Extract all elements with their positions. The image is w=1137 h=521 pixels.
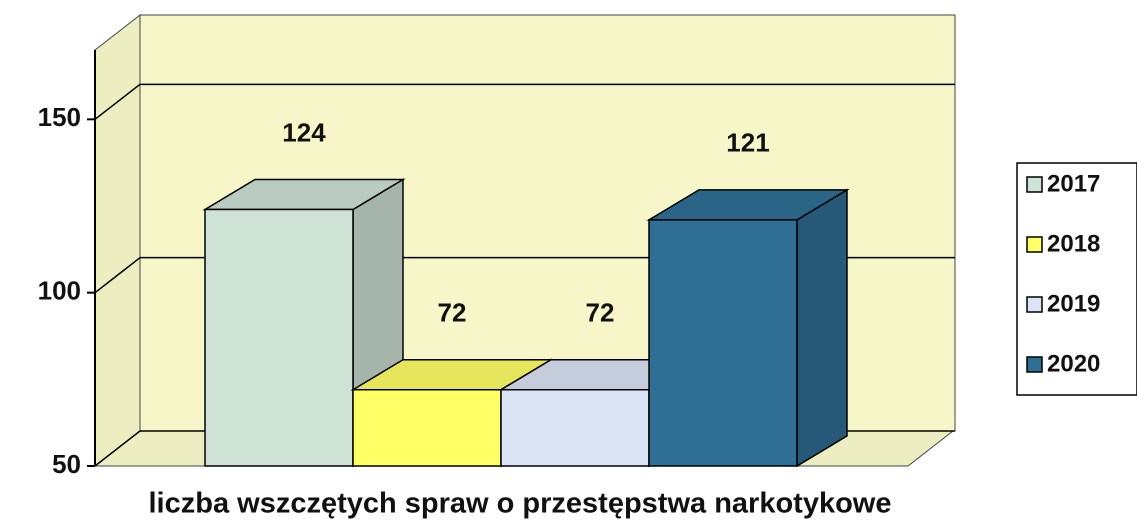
legend-label: 2020 [1047,350,1100,377]
grid-line [94,83,141,120]
bar [648,219,798,467]
bar [352,388,502,467]
data-label: 72 [586,298,615,328]
legend-label: 2017 [1047,170,1100,197]
bar-side [796,188,848,468]
bar [500,388,650,467]
grid-line [94,257,141,294]
bar [204,208,354,467]
data-label: 124 [282,117,326,147]
legend-label: 2018 [1047,230,1100,257]
legend-swatch [1026,296,1043,313]
legend-swatch [1026,176,1043,193]
y-tick-label: 100 [38,276,81,306]
legend-label: 2019 [1047,290,1100,317]
x-axis-label: liczba wszczętych spraw o przestępstwa n… [149,488,892,520]
legend-swatch [1026,236,1043,253]
data-label: 72 [438,298,467,328]
data-label: 121 [726,128,769,158]
legend-swatch [1026,356,1043,373]
grid-line [94,430,141,467]
y-tick-label: 150 [38,102,81,132]
y-tick-label: 50 [52,449,81,479]
side-wall [94,13,141,468]
